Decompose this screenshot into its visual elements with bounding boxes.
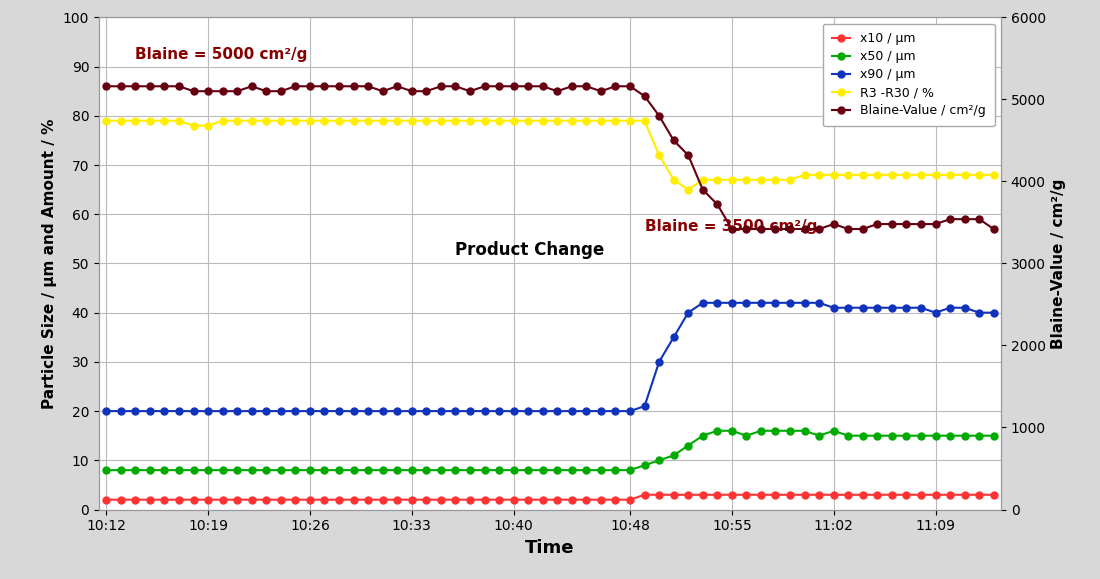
Y-axis label: Particle Size / µm and Amount / %: Particle Size / µm and Amount / % — [42, 118, 57, 409]
Text: Blaine = 3500 cm²/g: Blaine = 3500 cm²/g — [645, 219, 817, 234]
Y-axis label: Blaine-Value / cm²/g: Blaine-Value / cm²/g — [1052, 178, 1066, 349]
Text: Blaine = 5000 cm²/g: Blaine = 5000 cm²/g — [135, 47, 308, 62]
Text: Product Change: Product Change — [455, 240, 605, 258]
Legend: x10 / μm, x50 / μm, x90 / μm, R3 -R30 / %, Blaine-Value / cm²/g: x10 / μm, x50 / μm, x90 / μm, R3 -R30 / … — [823, 24, 994, 126]
X-axis label: Time: Time — [526, 539, 574, 557]
